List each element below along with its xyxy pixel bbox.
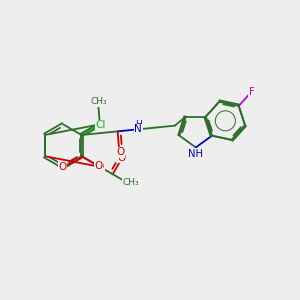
Text: F: F	[249, 87, 254, 97]
Text: NH: NH	[188, 149, 203, 159]
Text: O: O	[59, 162, 67, 172]
Text: O: O	[96, 162, 104, 172]
Text: H: H	[135, 120, 142, 129]
Text: CH₃: CH₃	[90, 98, 107, 106]
Text: CH₃: CH₃	[122, 178, 139, 187]
Text: N: N	[134, 124, 142, 134]
Text: Cl: Cl	[96, 120, 106, 130]
Text: O: O	[116, 147, 124, 157]
Text: O: O	[94, 161, 103, 171]
Text: O: O	[117, 153, 125, 163]
